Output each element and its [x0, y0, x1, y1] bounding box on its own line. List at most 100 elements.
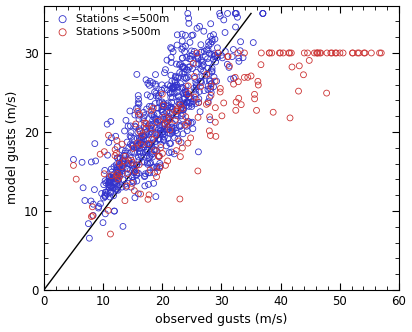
Stations <=500m — [199, 59, 206, 65]
Stations >500m — [270, 110, 276, 115]
Stations <=500m — [194, 54, 201, 60]
Stations >500m — [316, 50, 323, 56]
Stations >500m — [235, 79, 242, 84]
Stations >500m — [183, 114, 189, 120]
Stations <=500m — [151, 113, 157, 118]
Stations <=500m — [106, 180, 112, 185]
Stations <=500m — [201, 73, 208, 79]
Stations <=500m — [195, 100, 202, 105]
Stations >500m — [287, 115, 293, 121]
Stations <=500m — [102, 194, 108, 200]
Stations <=500m — [179, 65, 186, 70]
Stations <=500m — [97, 201, 104, 207]
Stations >500m — [128, 158, 135, 163]
Stations >500m — [220, 100, 227, 106]
Stations <=500m — [108, 191, 114, 196]
Stations <=500m — [114, 164, 120, 169]
Stations <=500m — [111, 180, 118, 186]
Stations <=500m — [138, 153, 145, 159]
Stations <=500m — [183, 103, 190, 108]
Stations <=500m — [168, 128, 174, 133]
Stations <=500m — [147, 79, 153, 84]
Stations <=500m — [112, 174, 119, 179]
Stations <=500m — [136, 146, 143, 151]
Stations >500m — [114, 138, 120, 143]
Stations >500m — [179, 145, 186, 151]
Stations <=500m — [91, 141, 98, 146]
Stations <=500m — [160, 101, 167, 106]
Stations >500m — [208, 93, 214, 98]
Stations <=500m — [120, 162, 127, 167]
Stations <=500m — [138, 135, 145, 141]
Stations <=500m — [206, 95, 213, 100]
Stations <=500m — [201, 29, 207, 34]
Stations <=500m — [115, 177, 122, 182]
Stations <=500m — [91, 187, 98, 192]
Stations <=500m — [129, 149, 135, 154]
Stations >500m — [129, 181, 135, 186]
Stations >500m — [185, 91, 192, 96]
Stations <=500m — [156, 123, 163, 128]
Stations <=500m — [157, 131, 163, 136]
Stations <=500m — [181, 66, 188, 71]
Stations <=500m — [156, 153, 163, 159]
Stations <=500m — [211, 54, 218, 59]
Stations <=500m — [205, 83, 211, 88]
Stations >500m — [215, 50, 221, 56]
Stations >500m — [107, 231, 114, 237]
Stations <=500m — [167, 95, 174, 100]
Stations <=500m — [136, 150, 143, 156]
Stations <=500m — [110, 175, 117, 180]
Stations >500m — [162, 122, 169, 127]
Stations <=500m — [152, 83, 159, 89]
Stations >500m — [360, 50, 367, 56]
Stations <=500m — [185, 16, 192, 21]
Stations <=500m — [193, 70, 200, 75]
Stations <=500m — [130, 142, 137, 148]
Stations <=500m — [178, 105, 185, 110]
Stations >500m — [149, 125, 155, 130]
Stations <=500m — [116, 162, 123, 168]
Stations <=500m — [172, 83, 179, 88]
Stations >500m — [101, 171, 108, 176]
Stations >500m — [333, 50, 339, 56]
Stations <=500m — [155, 127, 162, 132]
Stations <=500m — [183, 83, 190, 89]
Stations <=500m — [82, 198, 88, 203]
Stations <=500m — [126, 108, 133, 114]
Stations <=500m — [151, 170, 158, 176]
Stations >500m — [121, 158, 127, 164]
Stations <=500m — [161, 86, 168, 91]
Stations <=500m — [180, 131, 186, 136]
Stations <=500m — [196, 96, 202, 101]
Stations <=500m — [212, 37, 218, 42]
Stations <=500m — [136, 135, 143, 141]
Stations <=500m — [125, 175, 132, 180]
Stations <=500m — [207, 41, 214, 46]
Stations <=500m — [207, 78, 214, 83]
Stations <=500m — [187, 100, 194, 106]
Stations <=500m — [187, 95, 193, 100]
Stations <=500m — [125, 145, 132, 150]
Stations <=500m — [209, 37, 215, 42]
Stations <=500m — [181, 75, 188, 80]
Stations <=500m — [159, 109, 165, 114]
X-axis label: observed gusts (m/s): observed gusts (m/s) — [155, 313, 288, 326]
Stations >500m — [97, 151, 103, 157]
Stations <=500m — [156, 100, 163, 105]
Stations <=500m — [189, 66, 196, 71]
Stations >500m — [166, 110, 173, 116]
Stations <=500m — [155, 137, 162, 142]
Stations <=500m — [101, 168, 108, 173]
Stations >500m — [156, 154, 162, 159]
Stations <=500m — [159, 82, 165, 88]
Stations <=500m — [177, 108, 184, 113]
Stations <=500m — [108, 119, 114, 124]
Stations <=500m — [176, 124, 183, 129]
Stations <=500m — [160, 138, 167, 143]
Stations <=500m — [135, 113, 142, 118]
Stations >500m — [166, 117, 173, 123]
Stations <=500m — [115, 166, 121, 172]
Stations <=500m — [141, 124, 147, 129]
Stations <=500m — [142, 142, 148, 147]
